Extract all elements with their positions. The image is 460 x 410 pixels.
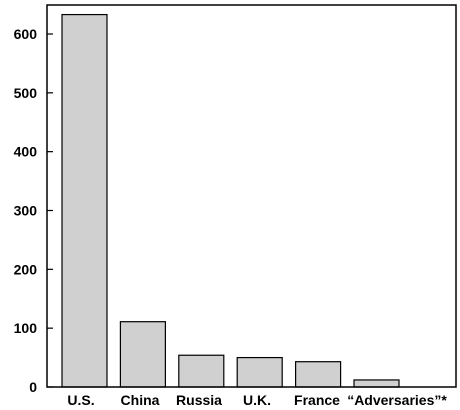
y-tick-label: 400 [14,144,38,160]
bar [295,361,342,388]
x-category-label: China [121,392,160,408]
x-category-label: France [294,392,340,408]
y-tick-label: 0 [29,379,37,395]
y-tick-label: 300 [14,203,38,219]
x-axis-labels: U.S. China Russia U.K. France “Adversaries”* [67,392,447,408]
y-axis: 0 100 200 300 400 500 600 [14,26,53,395]
x-category-label: “Adversaries”* [347,392,447,408]
bars [61,13,400,388]
x-category-label: U.S. [67,392,94,408]
y-tick-label: 600 [14,26,38,42]
y-tick-label: 200 [14,261,38,277]
bar [236,356,283,388]
y-tick-label: 500 [14,85,38,101]
bar [61,13,108,388]
x-category-label: U.K. [243,392,271,408]
x-category-label: Russia [176,392,222,408]
plot-frame [46,4,457,388]
bar [353,379,400,388]
bar [178,354,225,388]
y-tick-label: 100 [14,320,38,336]
bar [119,321,167,388]
